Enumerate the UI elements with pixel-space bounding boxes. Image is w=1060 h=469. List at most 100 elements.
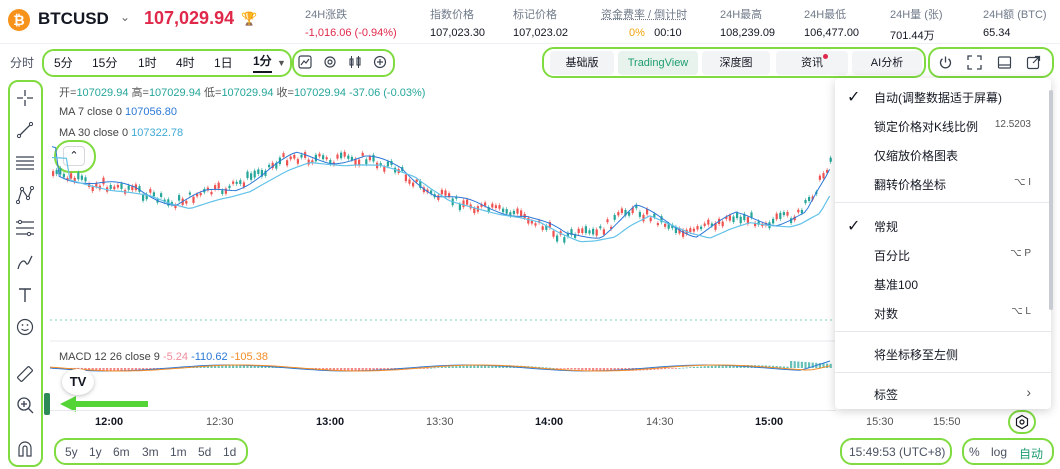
settings-icon[interactable] xyxy=(323,55,337,69)
price-chart[interactable] xyxy=(50,76,836,412)
macd-bar xyxy=(149,368,152,370)
menu-item-invert-scale[interactable]: 翻转价格坐标 ⌥ I xyxy=(874,177,1031,192)
trophy-icon[interactable]: 🏆 xyxy=(241,11,258,26)
range-5y[interactable]: 5y xyxy=(65,445,78,459)
menu-item-move-scale-left[interactable]: 将坐标移至左侧 xyxy=(874,348,959,362)
range-3m[interactable]: 3m xyxy=(142,445,159,459)
axis-settings-icon[interactable] xyxy=(1014,414,1030,430)
macd-bar xyxy=(214,365,217,368)
macd-bar xyxy=(473,365,476,368)
range-1y[interactable]: 1y xyxy=(89,445,102,459)
percent-toggle[interactable]: % xyxy=(969,445,980,459)
share-icon[interactable] xyxy=(1026,55,1041,70)
menu-item-logarithmic[interactable]: 对数 ⌥ L xyxy=(874,306,1031,321)
macd-bar xyxy=(224,365,227,368)
macd-bar xyxy=(782,366,785,368)
macd-bar xyxy=(95,368,98,371)
macd-bar xyxy=(797,361,800,368)
interval-5m[interactable]: 5分 xyxy=(54,56,73,70)
interval-1h[interactable]: 1时 xyxy=(138,56,157,70)
menu-item-regular[interactable]: ✓ 常规 xyxy=(847,218,899,235)
zoom-in-icon[interactable] xyxy=(12,393,38,417)
menu-item-lock-ratio[interactable]: 锁定价格对K线比例 12.5203 xyxy=(874,119,1031,134)
tab-basic[interactable]: 基础版 xyxy=(550,51,614,75)
interval-1m[interactable]: 1分 xyxy=(253,52,272,73)
auto-toggle[interactable]: 自动 xyxy=(1019,447,1044,461)
time-label: 12:30 xyxy=(206,416,234,428)
emoji-icon[interactable] xyxy=(12,315,38,339)
menu-divider xyxy=(835,331,1051,332)
fullscreen-icon[interactable] xyxy=(967,55,982,70)
menu-item-scale-price-only[interactable]: 仅缩放价格图表 xyxy=(874,149,959,163)
macd-bar xyxy=(84,368,87,371)
toolbar-collapse-handle[interactable] xyxy=(44,393,50,415)
macd-bar xyxy=(613,368,616,371)
interval-15m[interactable]: 15分 xyxy=(92,56,118,70)
fib-levels-icon[interactable] xyxy=(12,216,38,240)
macd-bar xyxy=(826,363,829,368)
line-chart-icon[interactable] xyxy=(298,55,312,69)
macd-bar xyxy=(210,365,213,368)
chevron-down-icon[interactable]: ⌄ xyxy=(120,10,131,24)
view-tabs-group xyxy=(542,47,926,78)
interval-1d[interactable]: 1日 xyxy=(214,56,233,70)
macd-bar xyxy=(113,368,116,371)
pattern-icon[interactable] xyxy=(12,183,38,207)
menu-item-auto-fit[interactable]: ✓ 自动(调整数据适于屏幕) xyxy=(847,89,1002,106)
timeshare-tab[interactable]: 分时 xyxy=(10,56,35,70)
horizontal-lines-icon[interactable] xyxy=(12,150,38,174)
macd-bar xyxy=(484,365,487,368)
macd-bar xyxy=(347,368,350,371)
tradingview-logo[interactable]: TV xyxy=(62,369,94,395)
magnet-icon[interactable] xyxy=(12,437,38,461)
candles-icon[interactable] xyxy=(348,55,362,69)
crosshair-icon[interactable] xyxy=(12,86,38,110)
macd-bar xyxy=(340,368,343,371)
macd-bar xyxy=(494,365,497,368)
interval-dropdown-icon[interactable]: ▼ xyxy=(277,58,286,68)
macd-bar xyxy=(462,365,465,368)
macd-bar xyxy=(372,368,375,371)
macd-bar xyxy=(566,368,569,369)
macd-bar xyxy=(581,368,584,370)
tab-depth[interactable]: 深度图 xyxy=(702,51,770,75)
log-toggle[interactable]: log xyxy=(991,445,1008,459)
macd-bar xyxy=(116,368,119,371)
add-indicator-icon[interactable] xyxy=(373,55,387,69)
symbol-selector[interactable]: BTCUSD xyxy=(38,9,109,28)
ma30-line xyxy=(51,156,831,243)
text-icon[interactable] xyxy=(12,283,38,307)
range-group xyxy=(54,438,248,465)
tab-ai-analysis[interactable]: AI分析 xyxy=(852,51,922,75)
trend-line-icon[interactable] xyxy=(12,118,38,142)
macd-bar xyxy=(426,368,429,369)
macd-bar xyxy=(350,368,353,371)
menu-item-percent[interactable]: 百分比 ⌥ P xyxy=(874,248,1031,263)
menu-scrollbar[interactable] xyxy=(1049,90,1053,310)
tab-news[interactable]: 资讯 xyxy=(776,51,848,75)
macd-bar xyxy=(91,368,94,371)
menu-item-labels[interactable]: 标签 › xyxy=(874,384,1031,402)
macd-bar xyxy=(354,368,357,371)
power-icon[interactable] xyxy=(938,55,953,70)
ruler-icon[interactable] xyxy=(12,362,38,386)
range-1d[interactable]: 1d xyxy=(223,445,237,459)
timezone-clock[interactable]: 15:49:53 (UTC+8) xyxy=(849,445,946,459)
range-6m[interactable]: 6m xyxy=(113,445,130,459)
interval-4h[interactable]: 4时 xyxy=(176,56,195,70)
stat-index-price: 指数价格 107,023.30 xyxy=(430,9,486,39)
macd-bar xyxy=(829,363,832,368)
macd-bar xyxy=(379,368,382,371)
macd-bar xyxy=(804,362,807,368)
range-1m[interactable]: 1m xyxy=(170,445,187,459)
macd-bar xyxy=(228,365,231,368)
stat-funding-rate[interactable]: 资金费率 / 倒计时 0% 00:10 xyxy=(601,9,688,39)
tab-tradingview[interactable]: TradingView xyxy=(618,51,698,75)
macd-bar xyxy=(595,368,598,371)
time-label: 12:00 xyxy=(95,416,124,428)
brush-icon[interactable] xyxy=(12,250,38,274)
legend-collapse-button[interactable]: ⌃ xyxy=(63,146,85,166)
panel-icon[interactable] xyxy=(997,55,1012,70)
menu-item-indexed-100[interactable]: 基准100 xyxy=(874,278,919,292)
range-5d[interactable]: 5d xyxy=(198,445,212,459)
